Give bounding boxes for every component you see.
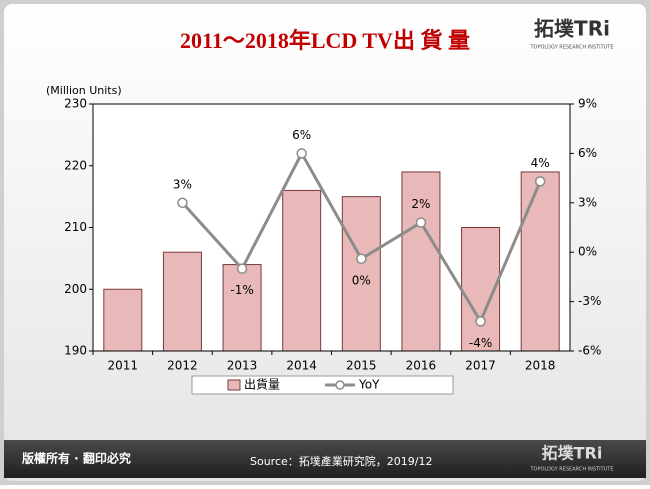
x-tick-label: 2017 [465, 359, 496, 373]
y-tick-label: 200 [64, 282, 87, 296]
x-tick-label: 2013 [227, 359, 258, 373]
point [415, 217, 427, 228]
bar [103, 288, 143, 352]
bar [282, 189, 322, 352]
x-tick-label: 2018 [525, 359, 556, 373]
bar [222, 264, 262, 352]
x-tick-label: 2012 [167, 359, 198, 373]
source: Source：拓墣產業研究院，2019/12 [250, 454, 432, 468]
x-tick-label: 2011 [108, 359, 139, 373]
x-tick-label: 2015 [346, 359, 377, 373]
logo-subtitle: TOPOLOGY RESEARCH INSTITUTE [529, 467, 613, 473]
plot-border [92, 103, 571, 352]
data-label: 0% [352, 273, 371, 287]
bar [162, 251, 202, 352]
y-tick-label: 190 [64, 344, 87, 358]
legend-box [191, 375, 454, 395]
point [356, 253, 367, 265]
point [236, 263, 248, 274]
bar [341, 196, 381, 352]
logo: 拓墣TRi [534, 17, 610, 41]
bar [401, 171, 441, 352]
copyright: 版權所有 · 翻印必究 [22, 451, 131, 466]
point [534, 176, 546, 187]
point [177, 197, 188, 209]
data-label: 4% [531, 156, 550, 170]
x-tick-label: 2014 [286, 359, 317, 373]
chart-title: 2011～2018年LCD TV出 貨 量 [180, 28, 470, 53]
y2-tick-label: 9% [578, 97, 597, 111]
legend-label: 出貨量 [244, 377, 280, 392]
data-label: 6% [292, 128, 311, 142]
legend-swatch [227, 379, 241, 391]
data-label: -1% [230, 283, 253, 297]
legend-label: YoY [358, 378, 380, 392]
data-label: 3% [173, 177, 192, 191]
y-tick-label: 210 [64, 220, 87, 234]
y2-tick-label: 3% [578, 195, 597, 209]
data-label: 2% [411, 197, 430, 211]
y-axis-label: (Million Units) [46, 84, 122, 97]
y2-tick-label: 0% [578, 245, 597, 259]
x-tick-label: 2016 [406, 359, 437, 373]
logo: 拓墣TRi [542, 444, 603, 463]
y2-tick-label: -3% [578, 294, 601, 308]
y-tick-label: 220 [64, 158, 87, 172]
point [296, 148, 307, 159]
y-tick-label: 230 [64, 97, 87, 111]
point [475, 316, 486, 327]
logo-subtitle: TOPOLOGY RESEARCH INSTITUTE [529, 45, 613, 51]
legend-swatch [335, 380, 345, 390]
footer-bar [4, 440, 646, 478]
y2-tick-label: 6% [578, 146, 597, 160]
data-label: -4% [469, 336, 492, 350]
y2-tick-label: -6% [578, 344, 601, 358]
bar [520, 171, 560, 352]
